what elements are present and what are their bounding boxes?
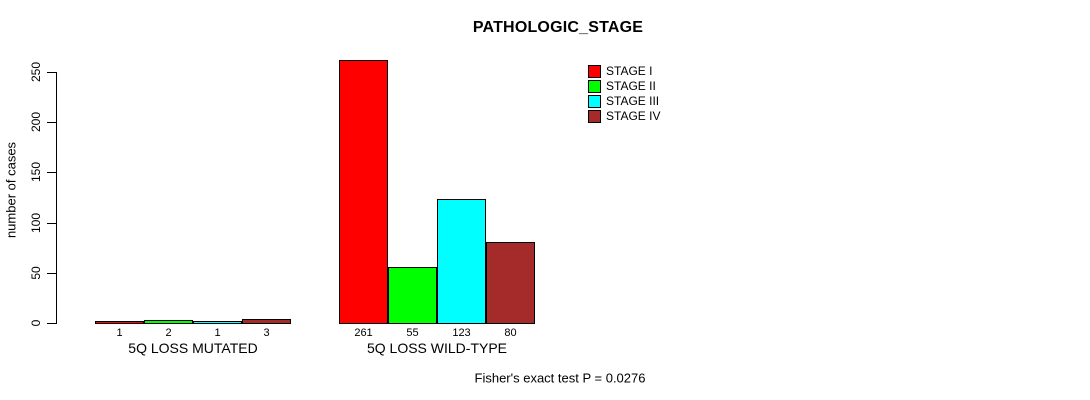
bar-value-label: 55 xyxy=(406,327,419,339)
bar xyxy=(95,321,144,324)
y-tick-label: 100 xyxy=(29,212,43,234)
bar-value-label: 261 xyxy=(354,327,373,339)
y-tick-label: 0 xyxy=(29,319,43,327)
legend-row: STAGE IV xyxy=(588,110,660,123)
y-tick xyxy=(47,273,56,274)
y-tick-label: 150 xyxy=(29,161,43,183)
bar-value-label: 80 xyxy=(504,327,517,339)
legend-label: STAGE I xyxy=(606,64,653,78)
legend: STAGE I STAGE II STAGE III STAGE IV xyxy=(588,65,660,123)
legend-label: STAGE II xyxy=(606,79,656,93)
annotation-fisher-test: Fisher's exact test P = 0.0276 xyxy=(474,370,646,386)
bar xyxy=(339,60,388,324)
bar-value-label: 2 xyxy=(165,327,172,339)
y-tick-label: 50 xyxy=(29,266,43,280)
group-label: 5Q LOSS MUTATED xyxy=(128,340,258,356)
chart-title: PATHOLOGIC_STAGE xyxy=(472,19,644,36)
legend-label: STAGE III xyxy=(606,94,660,108)
bar-value-label: 1 xyxy=(214,327,221,339)
legend-row: STAGE I xyxy=(588,65,660,78)
legend-label: STAGE IV xyxy=(606,109,661,123)
y-axis-line xyxy=(56,72,57,324)
y-tick-label: 250 xyxy=(29,61,43,83)
bar-value-label: 123 xyxy=(452,327,471,339)
bar xyxy=(193,321,242,324)
bar xyxy=(144,320,193,324)
legend-swatch xyxy=(588,80,601,93)
bar xyxy=(242,319,291,324)
bar xyxy=(486,242,535,324)
y-tick xyxy=(47,323,56,324)
y-tick xyxy=(47,223,56,224)
legend-swatch xyxy=(588,110,601,123)
bar-value-label: 3 xyxy=(263,327,270,339)
y-tick-label: 200 xyxy=(29,111,43,133)
bar xyxy=(388,267,437,324)
bar xyxy=(437,199,486,324)
y-tick xyxy=(47,72,56,73)
group-label: 5Q LOSS WILD-TYPE xyxy=(366,340,508,356)
legend-swatch xyxy=(588,95,601,108)
y-tick xyxy=(47,172,56,173)
legend-row: STAGE III xyxy=(588,95,660,108)
legend-row: STAGE II xyxy=(588,80,660,93)
legend-swatch xyxy=(588,65,601,78)
y-tick xyxy=(47,122,56,123)
y-axis-label: number of cases xyxy=(3,141,19,239)
bar-value-label: 1 xyxy=(116,327,123,339)
